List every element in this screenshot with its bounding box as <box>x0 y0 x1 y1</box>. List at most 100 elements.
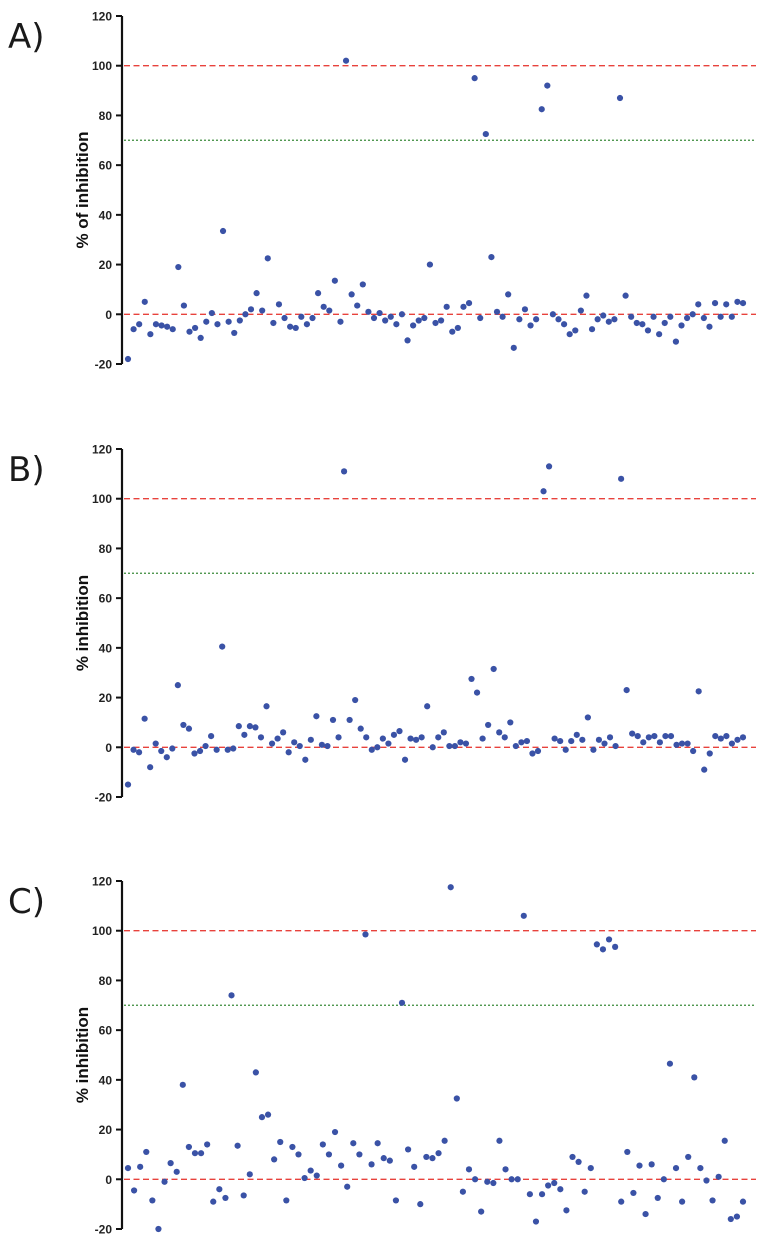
y-tick-label: 20 <box>99 258 113 272</box>
data-point <box>214 321 221 328</box>
y-tick-label: 40 <box>99 641 113 655</box>
data-point <box>331 1128 339 1136</box>
data-point <box>636 1162 643 1169</box>
data-point <box>684 740 691 747</box>
data-point <box>180 721 187 729</box>
data-point <box>314 290 322 297</box>
y-tick-label: 120 <box>92 875 112 889</box>
data-point <box>717 735 724 742</box>
data-point <box>283 1197 290 1204</box>
data-point <box>538 106 545 113</box>
data-point <box>186 328 193 335</box>
data-point <box>147 331 154 338</box>
data-point <box>124 1165 132 1172</box>
y-tick-label: -20 <box>95 1223 113 1236</box>
data-point <box>410 322 417 329</box>
y-tick-label: 100 <box>92 492 112 506</box>
data-point <box>302 756 309 763</box>
data-point <box>523 737 531 745</box>
data-point <box>706 323 713 330</box>
data-point <box>344 1183 351 1190</box>
data-point <box>502 1166 509 1173</box>
data-point <box>326 307 333 314</box>
data-point <box>538 1191 546 1198</box>
data-point <box>398 311 406 318</box>
data-point <box>264 255 271 262</box>
data-point <box>137 1163 144 1170</box>
data-point <box>338 1162 345 1169</box>
y-tick-label: 100 <box>92 59 112 73</box>
data-point <box>258 1114 266 1121</box>
data-point <box>683 314 691 322</box>
data-point <box>728 313 735 320</box>
data-point <box>130 326 137 333</box>
data-point <box>219 643 226 650</box>
data-point <box>514 1176 521 1183</box>
data-point <box>477 314 484 322</box>
data-point <box>471 1176 479 1183</box>
data-point <box>590 746 597 753</box>
data-point <box>544 82 551 89</box>
data-point <box>380 1155 387 1162</box>
data-point <box>468 675 475 683</box>
data-point <box>385 740 392 747</box>
data-point <box>440 729 447 736</box>
data-point <box>706 750 713 757</box>
data-point <box>645 734 652 741</box>
data-point <box>479 735 486 742</box>
data-point <box>551 735 558 742</box>
data-point <box>143 1148 150 1156</box>
data-point <box>329 716 337 724</box>
data-point <box>678 740 686 747</box>
data-point <box>287 323 294 330</box>
data-point <box>392 1197 400 1204</box>
data-point <box>352 696 359 704</box>
data-point <box>130 746 137 753</box>
data-point <box>202 742 209 750</box>
y-tick-label: 0 <box>105 1173 112 1187</box>
data-point <box>624 1148 631 1156</box>
data-point <box>739 1198 747 1205</box>
data-point <box>457 739 464 746</box>
data-point <box>441 1137 448 1144</box>
data-point <box>163 754 170 761</box>
data-point <box>493 308 501 315</box>
data-point <box>446 742 453 750</box>
data-point <box>231 329 238 337</box>
data-point <box>228 992 235 999</box>
data-point <box>424 703 431 710</box>
data-point <box>292 324 299 332</box>
y-axis-title: % inhibition <box>73 575 92 671</box>
data-point <box>379 735 386 742</box>
data-point <box>484 1178 491 1185</box>
data-point <box>662 733 669 740</box>
y-tick-label: -20 <box>95 791 113 805</box>
data-point <box>263 703 270 710</box>
data-point <box>167 1160 174 1167</box>
data-point <box>640 739 647 746</box>
data-point <box>529 750 536 757</box>
data-point <box>512 742 519 750</box>
data-point <box>191 324 199 332</box>
data-point <box>656 331 663 338</box>
data-point <box>230 745 237 752</box>
y-tick-label: 60 <box>99 1024 113 1038</box>
data-point <box>600 312 607 319</box>
data-point <box>650 313 657 320</box>
data-point <box>549 311 557 318</box>
data-point <box>179 1081 186 1088</box>
data-point <box>285 749 292 756</box>
data-point <box>634 733 641 740</box>
data-point <box>673 741 680 748</box>
data-point <box>374 744 381 751</box>
data-point <box>359 281 366 288</box>
data-point <box>387 313 394 320</box>
data-point <box>656 739 663 746</box>
data-point <box>601 740 608 747</box>
data-point <box>557 1186 564 1193</box>
data-point <box>584 714 591 721</box>
data-point <box>490 665 497 673</box>
data-point <box>733 1213 741 1220</box>
data-point <box>616 94 624 102</box>
data-point <box>496 729 503 736</box>
